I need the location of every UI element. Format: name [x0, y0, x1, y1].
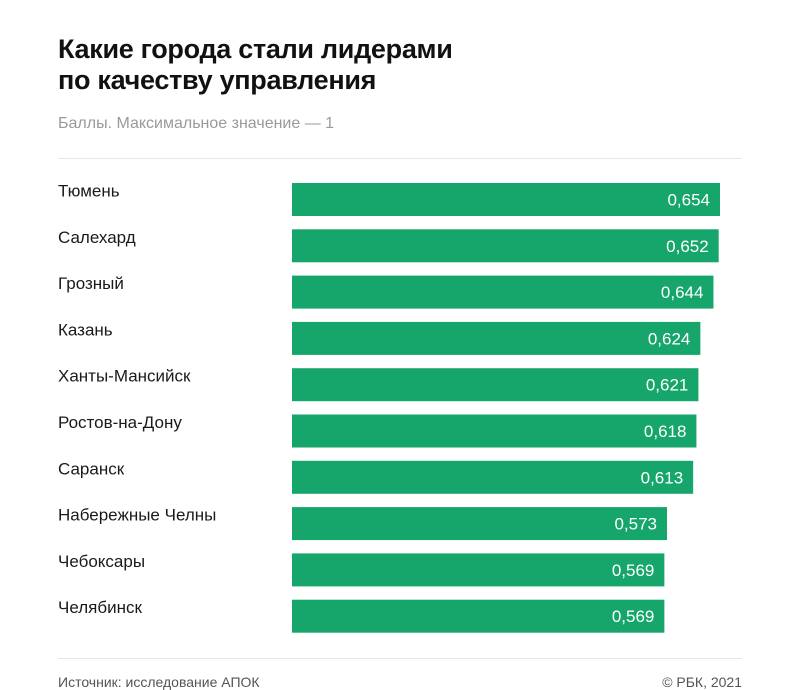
bar [292, 368, 699, 402]
copyright-note: © РБК, 2021 [662, 674, 742, 690]
category-label: Грозный [58, 274, 124, 293]
category-label: Казань [58, 320, 113, 339]
bar [292, 599, 665, 633]
value-label: 0,569 [612, 607, 655, 626]
bar [292, 460, 694, 494]
value-label: 0,613 [641, 468, 684, 487]
bar [292, 414, 697, 448]
category-label: Чебоксары [58, 552, 145, 571]
bar [292, 183, 720, 216]
chart-subtitle: Баллы. Максимальное значение — 1 [58, 115, 335, 132]
category-label: Тюмень [58, 182, 120, 201]
bar [292, 229, 719, 263]
source-note: Источник: исследование АПОК [58, 674, 260, 690]
value-label: 0,644 [661, 283, 704, 302]
chart-title-line-1: Какие города стали лидерами [58, 34, 453, 64]
bottom-divider [58, 658, 742, 659]
bar [292, 507, 667, 541]
value-label: 0,618 [644, 422, 687, 441]
value-label: 0,652 [666, 237, 709, 256]
value-label: 0,573 [614, 515, 657, 534]
category-label: Саранск [58, 459, 125, 478]
chart-title-line-2: по качеству управления [58, 65, 377, 95]
value-label: 0,624 [648, 329, 691, 348]
value-label: 0,569 [612, 561, 655, 580]
category-label: Набережные Челны [58, 506, 216, 525]
category-label: Ростов-на-Дону [58, 413, 182, 432]
bar [292, 553, 665, 587]
bar [292, 321, 701, 355]
chart-title: Какие города стали лидерами по качеству … [58, 34, 698, 96]
category-label: Ханты-Мансийск [58, 367, 191, 386]
category-label: Челябинск [58, 598, 142, 617]
value-label: 0,654 [667, 191, 710, 210]
bar [292, 275, 714, 309]
value-label: 0,621 [646, 376, 689, 395]
top-divider [58, 158, 742, 159]
category-label: Салехард [58, 228, 136, 247]
